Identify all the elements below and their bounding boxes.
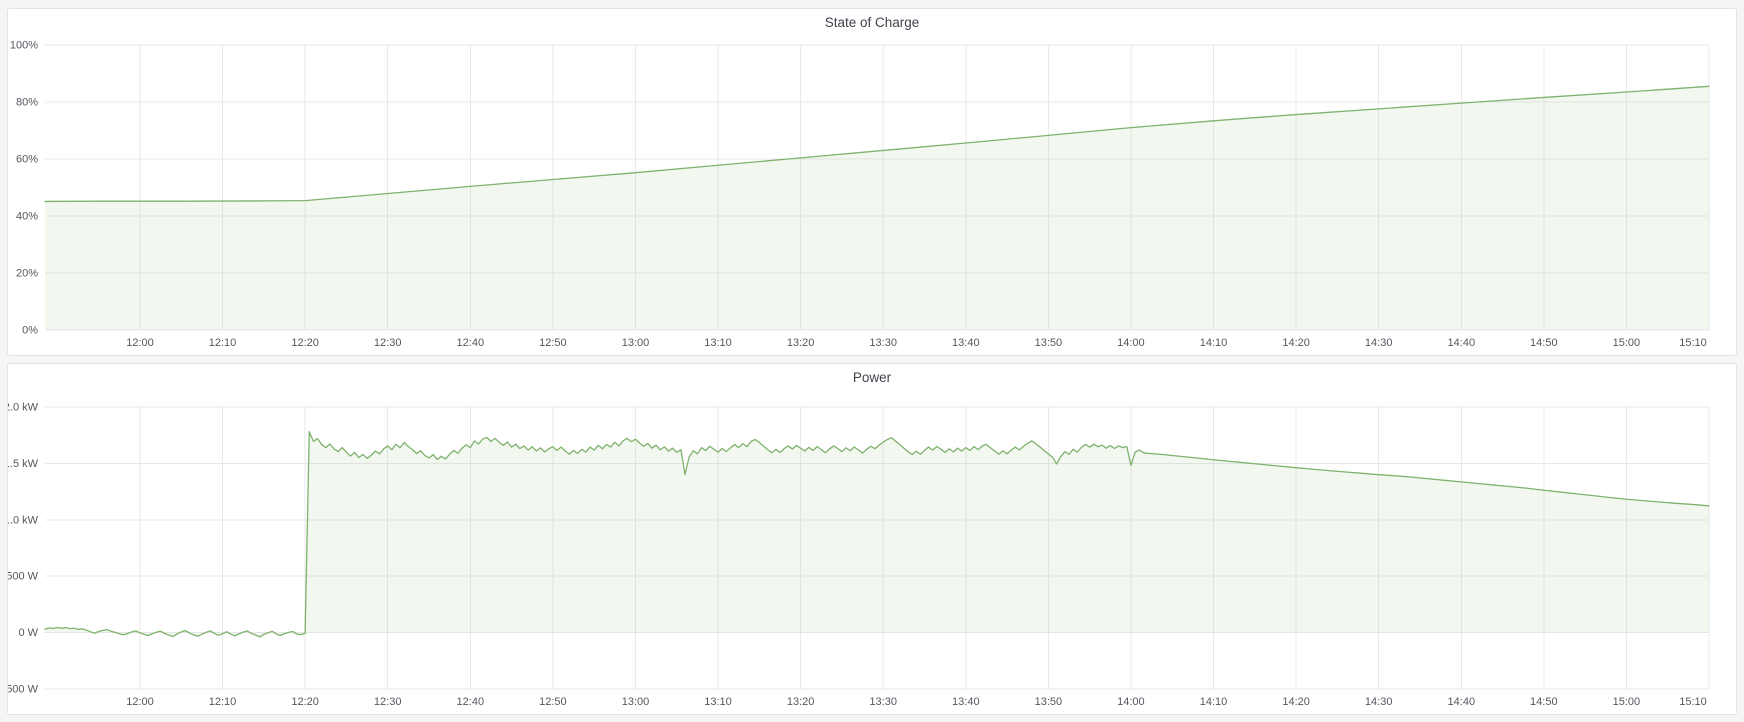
svg-text:14:40: 14:40 [1448, 337, 1476, 349]
svg-text:12:20: 12:20 [291, 696, 319, 708]
svg-text:15:00: 15:00 [1613, 696, 1641, 708]
svg-text:12:30: 12:30 [374, 337, 402, 349]
svg-text:100%: 100% [10, 40, 38, 52]
svg-text:14:40: 14:40 [1448, 696, 1476, 708]
svg-text:-500 W: -500 W [8, 684, 39, 696]
svg-text:12:40: 12:40 [457, 696, 485, 708]
svg-text:14:50: 14:50 [1530, 696, 1558, 708]
svg-text:13:50: 13:50 [1035, 696, 1063, 708]
svg-text:13:10: 13:10 [704, 696, 732, 708]
svg-text:20%: 20% [16, 268, 38, 280]
svg-text:13:40: 13:40 [952, 337, 980, 349]
svg-text:12:40: 12:40 [457, 337, 485, 349]
svg-text:15:00: 15:00 [1613, 337, 1641, 349]
svg-text:13:00: 13:00 [622, 337, 650, 349]
svg-text:14:20: 14:20 [1282, 337, 1310, 349]
svg-text:1.0 kW: 1.0 kW [8, 514, 39, 526]
svg-text:12:50: 12:50 [539, 337, 567, 349]
power-panel-title[interactable]: Power [852, 370, 892, 385]
svg-text:12:20: 12:20 [291, 337, 319, 349]
svg-text:60%: 60% [16, 154, 38, 166]
svg-text:14:00: 14:00 [1117, 337, 1145, 349]
svg-text:14:30: 14:30 [1365, 696, 1393, 708]
svg-text:12:30: 12:30 [374, 696, 402, 708]
svg-text:15:10: 15:10 [1679, 696, 1707, 708]
svg-text:0%: 0% [22, 325, 38, 337]
grid-lines [45, 44, 1710, 331]
power-chart[interactable]: 12:00 12:10 12:20 12:30 12:40 12:50 13:00 13:10… [8, 364, 1736, 714]
svg-text:15:10: 15:10 [1679, 337, 1707, 349]
svg-text:12:00: 12:00 [126, 696, 154, 708]
svg-text:12:00: 12:00 [126, 337, 154, 349]
power-panel: Power 12:00 12:10 12:20 12:30 12:40 12:50 13:0… [7, 363, 1737, 715]
series-area-fill [45, 86, 1709, 330]
y-axis-labels: 0% 20% 40% 60% 80% 100% [10, 40, 38, 337]
svg-text:40%: 40% [16, 211, 38, 223]
svg-text:12:10: 12:10 [209, 696, 237, 708]
soc-chart[interactable]: 12:00 12:10 12:20 12:30 12:40 12:50 13:00 13:10… [8, 9, 1736, 355]
chart-svg[interactable]: 12:00 12:10 12:20 12:30 12:40 12:50 13:00 13:10… [8, 364, 1736, 714]
svg-text:13:50: 13:50 [1035, 337, 1063, 349]
svg-text:1.5 kW: 1.5 kW [8, 458, 39, 470]
svg-text:13:30: 13:30 [869, 337, 897, 349]
svg-text:2.0 kW: 2.0 kW [8, 402, 39, 414]
svg-text:500 W: 500 W [8, 571, 39, 583]
svg-text:14:10: 14:10 [1200, 696, 1228, 708]
x-axis-labels: 12:00 12:10 12:20 12:30 12:40 12:50 13:00 13:10… [126, 337, 1707, 349]
x-axis-labels: 12:00 12:10 12:20 12:30 12:40 12:50 13:00 13:10… [126, 696, 1707, 708]
svg-text:13:20: 13:20 [787, 337, 815, 349]
svg-text:13:00: 13:00 [622, 696, 650, 708]
svg-text:14:00: 14:00 [1117, 696, 1145, 708]
grid-lines [45, 406, 1710, 690]
svg-text:14:10: 14:10 [1200, 337, 1228, 349]
svg-text:14:20: 14:20 [1282, 696, 1310, 708]
soc-panel: State of Charge 12:00 12:10 12:20 12:30 12:4… [7, 8, 1737, 356]
svg-text:13:30: 13:30 [869, 696, 897, 708]
svg-text:13:10: 13:10 [704, 337, 732, 349]
svg-text:14:30: 14:30 [1365, 337, 1393, 349]
series-line [44, 85, 1710, 203]
soc-panel-title[interactable]: State of Charge [824, 15, 920, 30]
svg-text:13:40: 13:40 [952, 696, 980, 708]
y-axis-labels: -500 W 0 W 500 W 1.0 kW 1.5 kW 2.0 kW [8, 402, 39, 696]
chart-svg[interactable]: 12:00 12:10 12:20 12:30 12:40 12:50 13:00 13:10… [8, 9, 1736, 355]
svg-text:80%: 80% [16, 97, 38, 109]
svg-text:12:50: 12:50 [539, 696, 567, 708]
svg-text:14:50: 14:50 [1530, 337, 1558, 349]
svg-text:12:10: 12:10 [209, 337, 237, 349]
svg-text:0 W: 0 W [18, 627, 38, 639]
svg-text:13:20: 13:20 [787, 696, 815, 708]
series-area-fill [45, 431, 1709, 637]
series-line [44, 430, 1710, 638]
